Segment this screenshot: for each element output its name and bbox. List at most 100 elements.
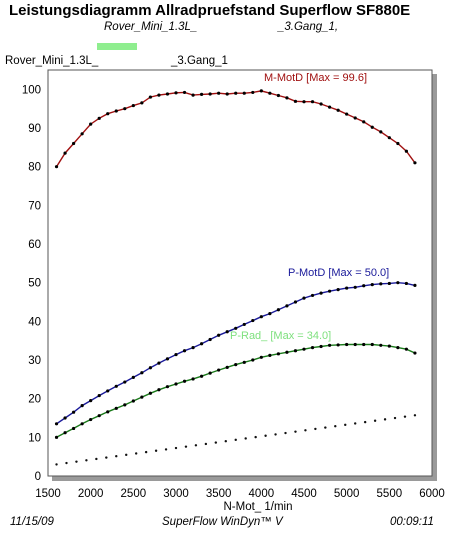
series-2-point	[217, 368, 221, 372]
series-0-point	[379, 130, 383, 134]
series-0-point	[345, 112, 349, 116]
series-3-point	[204, 442, 208, 446]
x-tick-label: 1500	[35, 488, 61, 500]
series-0-point	[225, 92, 229, 96]
series-3-point	[254, 435, 257, 439]
series-1-point	[396, 281, 400, 285]
run-label-vehicle: Rover_Mini_1.3L_	[5, 55, 99, 67]
series-3-point	[314, 427, 317, 431]
series-2-point	[208, 371, 212, 375]
series-2-point	[310, 346, 315, 350]
series-3-point	[144, 450, 148, 454]
series-0-point	[157, 93, 161, 97]
series-1-point	[379, 282, 383, 286]
series-2-point	[72, 426, 76, 431]
series-0-point	[54, 165, 59, 169]
series-0-point	[302, 100, 306, 104]
frame-shadow-right	[432, 74, 437, 480]
plot-frame	[47, 69, 433, 477]
series-0-point	[131, 103, 135, 108]
series-0-point	[319, 102, 323, 106]
series-label-2: P-Rad_ [Max = 34.0]	[230, 330, 331, 342]
series-3-point	[85, 459, 88, 462]
series-3-point	[334, 425, 337, 428]
series-2-point	[140, 395, 144, 399]
chart-title: Leistungsdiagramm Allradpruefstand Super…	[9, 2, 411, 19]
series-3-point	[194, 444, 198, 447]
series-0-point	[242, 91, 246, 95]
series-0-point	[413, 161, 417, 165]
series-3-point	[274, 433, 277, 436]
series-0-point	[123, 107, 127, 111]
series-3-point	[363, 420, 367, 424]
series-2-point	[251, 358, 255, 362]
series-1-point	[293, 300, 298, 304]
series-2-point	[404, 347, 408, 351]
series-3-point	[383, 418, 387, 421]
y-tick-label: 40	[28, 316, 41, 328]
series-1-point	[353, 285, 357, 289]
series-0-point	[165, 92, 170, 96]
series-0-point	[174, 91, 178, 95]
footer-software: SuperFlow WinDyn™ V	[162, 516, 283, 528]
series-1-point	[362, 284, 366, 288]
footer-date: 11/15/09	[10, 516, 54, 528]
series-2-point	[114, 406, 118, 410]
series-1-point	[345, 286, 349, 290]
series-1-point	[191, 346, 195, 350]
series-1-point	[268, 312, 272, 316]
series-0-point	[140, 101, 144, 105]
axes: 0 10 20 30 40 50 60 70 80 90 100 1500 2000 2500 3000 35…	[22, 69, 445, 513]
x-axis-label: N-Mot_ 1/min	[223, 501, 292, 513]
series-2-point	[174, 382, 178, 386]
series-0-point	[370, 125, 374, 129]
series-3-point	[284, 431, 287, 435]
series-1-point	[259, 315, 263, 319]
series-1-point	[140, 371, 144, 375]
series-1-point	[131, 375, 135, 379]
legend-swatch	[97, 43, 137, 50]
series-0-point	[97, 116, 101, 120]
series-1-point	[328, 289, 332, 293]
series-0-point	[259, 89, 263, 93]
series-1-point	[217, 333, 221, 337]
series-2-point	[106, 410, 110, 414]
series-3-point	[214, 441, 218, 444]
series-1-point	[148, 366, 152, 370]
y-tick-label: 20	[28, 394, 41, 406]
frame-shadow-bottom	[52, 476, 437, 481]
series-3-point	[294, 430, 297, 433]
series-0-point	[336, 108, 340, 112]
series-3-point	[304, 429, 307, 432]
series-1-point	[251, 318, 255, 323]
series-1	[54, 281, 417, 426]
series-0-point	[148, 95, 152, 99]
series-1-point	[54, 422, 59, 426]
series-1-point	[413, 283, 417, 287]
series-2-point	[268, 353, 272, 357]
subtitle-gear: _3.Gang_1,	[278, 21, 339, 33]
series-1-point	[123, 380, 127, 384]
series-2-point	[63, 431, 67, 435]
series-1-point	[182, 349, 187, 353]
x-tick-label: 2000	[78, 488, 104, 500]
series-3-point	[244, 437, 247, 440]
series-3-point	[354, 422, 357, 425]
x-tick-label: 3500	[206, 488, 232, 500]
series-2-point	[328, 343, 332, 347]
series-label-0: M-MotD [Max = 99.6]	[264, 72, 367, 84]
series-1-point	[276, 308, 280, 312]
series-1-point	[370, 283, 374, 287]
series-0	[54, 89, 417, 169]
series-0-point	[200, 92, 204, 96]
series-2-point	[148, 391, 152, 395]
series-0-point	[285, 96, 289, 100]
plot-area	[54, 89, 417, 466]
series-3-point	[115, 455, 118, 458]
series-2-point	[336, 343, 340, 347]
series-2-point	[285, 350, 289, 354]
series-1-point	[208, 337, 212, 342]
series-2-point	[123, 403, 127, 407]
series-3-point	[154, 449, 158, 452]
